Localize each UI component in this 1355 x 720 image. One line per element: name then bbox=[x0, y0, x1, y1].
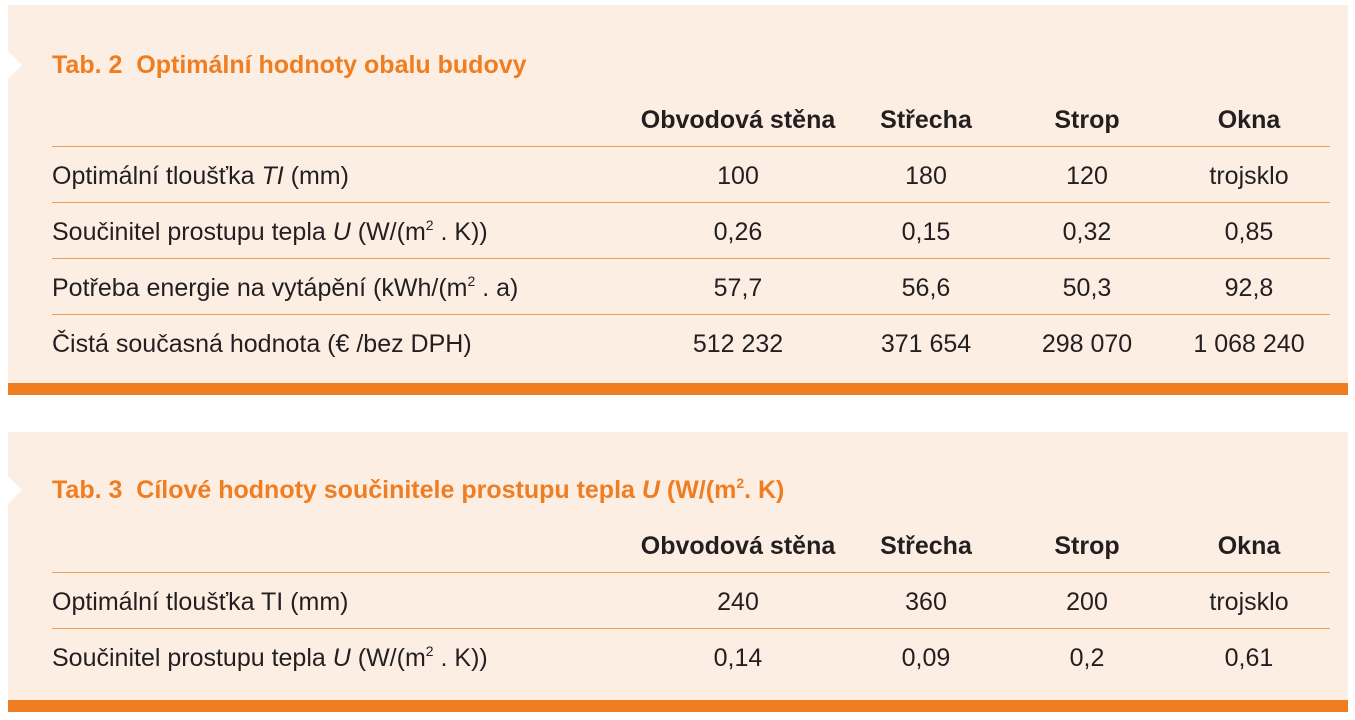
row-rule bbox=[52, 146, 1330, 147]
table-cell: 120 bbox=[1066, 162, 1108, 190]
table-cell: 0,2 bbox=[1069, 644, 1105, 672]
column-header: Okna bbox=[1217, 532, 1281, 560]
table-cell: 0,32 bbox=[1062, 218, 1112, 246]
table-2: Tab. 2 Optimální hodnoty obalu budovy Ob… bbox=[8, 5, 1348, 395]
table-cell: 57,7 bbox=[713, 274, 763, 302]
row-label: Čistá současná hodnota (€ /bez DPH) bbox=[52, 330, 472, 358]
table-cell: 0,15 bbox=[901, 218, 951, 246]
table-cell: 512 232 bbox=[692, 330, 784, 358]
table-cell: trojsklo bbox=[1209, 162, 1289, 190]
column-header: Okna bbox=[1217, 106, 1281, 134]
column-header: Střecha bbox=[880, 106, 972, 134]
row-label: Součinitel prostupu tepla U (W/(m2 . K)) bbox=[52, 217, 488, 246]
table-3: Tab. 3 Cílové hodnoty součinitele prostu… bbox=[8, 432, 1348, 712]
row-rule bbox=[52, 572, 1330, 573]
row-label: Potřeba energie na vytápění (kWh/(m2 . a… bbox=[52, 273, 519, 302]
table-cell: 0,09 bbox=[901, 644, 951, 672]
table-cell: 0,85 bbox=[1224, 218, 1274, 246]
table-cell: 240 bbox=[717, 588, 759, 616]
column-header: Strop bbox=[1054, 532, 1120, 560]
bottom-bar bbox=[8, 383, 1348, 395]
table-cell: 298 070 bbox=[1041, 330, 1133, 358]
table-cell: 360 bbox=[905, 588, 947, 616]
table-title: Tab. 3 Cílové hodnoty součinitele prostu… bbox=[52, 475, 785, 504]
row-label: Optimální tloušťka TI (mm) bbox=[52, 588, 349, 616]
table-cell: 0,26 bbox=[713, 218, 763, 246]
table-cell: 0,61 bbox=[1224, 644, 1274, 672]
column-header: Střecha bbox=[880, 532, 972, 560]
notch bbox=[8, 476, 22, 504]
table-cell: 56,6 bbox=[901, 274, 951, 302]
table-cell: 50,3 bbox=[1062, 274, 1112, 302]
row-rule bbox=[52, 202, 1330, 203]
column-header: Strop bbox=[1054, 106, 1120, 134]
row-rule bbox=[52, 314, 1330, 315]
column-header: Obvodová stěna bbox=[640, 532, 836, 560]
table-cell: 100 bbox=[717, 162, 759, 190]
table-cell: trojsklo bbox=[1209, 588, 1289, 616]
table-title: Tab. 2 Optimální hodnoty obalu budovy bbox=[52, 51, 527, 79]
bottom-bar bbox=[8, 700, 1348, 712]
column-header: Obvodová stěna bbox=[640, 106, 836, 134]
table-cell: 200 bbox=[1066, 588, 1108, 616]
row-rule bbox=[52, 628, 1330, 629]
row-label: Součinitel prostupu tepla U (W/(m2 . K)) bbox=[52, 643, 488, 672]
table-cell: 0,14 bbox=[713, 644, 763, 672]
table-cell: 180 bbox=[905, 162, 947, 190]
table-cell: 92,8 bbox=[1224, 274, 1274, 302]
row-rule bbox=[52, 258, 1330, 259]
table-cell: 371 654 bbox=[880, 330, 972, 358]
row-label: Optimální tloušťka TI (mm) bbox=[52, 162, 349, 190]
table-cell: 1 068 240 bbox=[1193, 330, 1305, 358]
notch bbox=[8, 51, 22, 79]
